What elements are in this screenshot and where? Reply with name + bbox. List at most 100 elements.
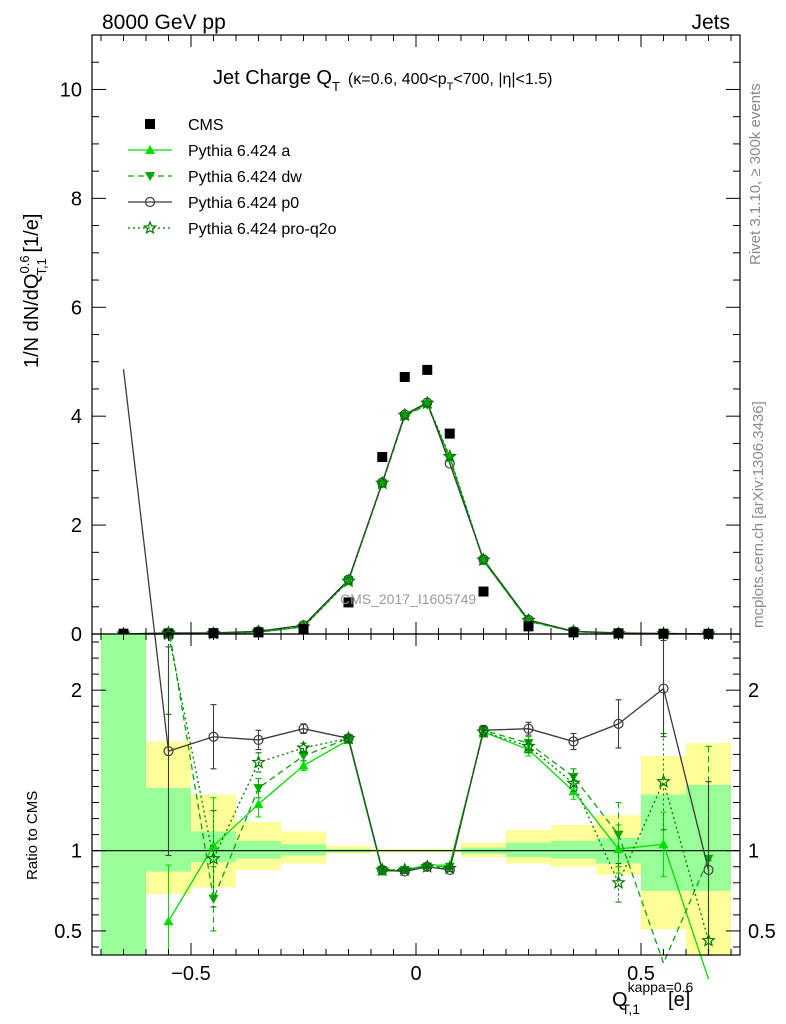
main-marker-s3-7 [397,407,413,422]
ratio-tick-label-left-2: 2 [71,680,82,702]
ratio-band-green-8 [506,842,551,858]
main-marker-s3-8 [419,395,435,410]
legend-label-2: Pythia 6.424 dw [188,169,302,186]
ratio-marker-s3-12 [566,775,581,790]
ratio-marker-s1-3 [253,784,264,794]
ratio-tick-label-right-0: 0.5 [748,921,776,943]
main-data-point-6 [377,452,388,463]
legend-label-1: Pythia 6.424 a [188,143,290,160]
chart-title: Jet Charge QT (κ=0.6, 400<pT<700, |η|<1.5… [213,67,552,94]
ratio-marker-s3-14 [656,774,671,788]
ratio-marker-s3-7 [397,862,413,877]
ratio-marker-s0-3 [253,799,264,809]
ratio-marker-s2-2 [208,731,219,742]
main-marker-s3-5 [341,573,356,588]
ratio-panel-series [122,369,716,980]
ratio-marker-s2-9 [444,864,455,876]
ratio-band-green-3 [236,841,281,859]
ratio-tick-label-left-1: 1 [71,841,82,863]
ratio-marker-s1-2 [208,894,219,904]
ratio-marker-s2-3 [253,734,264,746]
x-tick-label-2: 0.5 [627,963,655,985]
main-marker-s1-6 [377,479,388,489]
ratio-marker-s3-9 [442,860,458,875]
rivet-label: Rivet 3.1.10, ≥ 300k events [747,83,764,265]
main-panel-frame: 0 2 4 6 8 10 [60,34,741,646]
ratio-axis-label: Ratio to CMS [24,791,41,880]
main-data-point-9 [444,428,455,439]
ratio-tick-label-right-2: 2 [748,680,759,702]
main-marker-s3-10 [476,552,491,567]
ratio-band-green-0 [101,634,146,955]
y-axis-label: 1/N dN/dQ0.6 T,1 [1/e] [17,214,49,368]
ratio-marker-s3-8 [419,859,435,873]
ratio-marker-s3-11 [521,738,536,753]
legend-label-0: CMS [188,117,224,134]
main-data-point-7 [399,371,410,382]
y-tick-label-2: 4 [71,406,82,428]
ratio-marker-s2-13 [613,718,624,729]
y-tick-label-5: 10 [60,79,82,101]
ratio-marker-s0-14 [658,839,669,849]
ratio-uncertainty-bands [92,634,740,955]
ratio-marker-s0-13 [613,844,624,854]
ratio-marker-s2-4 [298,723,309,734]
main-marker-s1-5 [343,576,354,586]
ratio-tick-label-left-0: 0.5 [54,921,82,943]
x-axis-label: Qkappa=0.6 T,1 [e] [612,979,694,1017]
ratio-marker-s2-14 [658,683,669,694]
ratio-marker-s3-3 [251,754,266,769]
ratio-marker-s3-15 [701,932,716,947]
ratio-marker-s1-13 [613,830,624,840]
main-marker-s3-9 [442,448,458,463]
ratio-marker-s3-2 [206,851,221,865]
main-data-point-10 [478,586,489,597]
ratio-marker-s3-13 [611,875,626,889]
ratio-marker-s3-4 [296,740,311,755]
ratio-marker-s2-11 [523,723,534,734]
ratio-marker-s1-11 [523,739,534,749]
legend-marker-3 [144,196,156,208]
main-data-point-11 [523,621,534,632]
analysis-watermark: CMS_2017_I1605749 [340,591,476,607]
ratio-marker-s3-5 [341,730,356,745]
ratio-marker-s2-7 [399,866,410,877]
ratio-panel-frame: 0.5 0.5 1 1 2 2 −0.5 0 0.5 [54,633,776,985]
ratio-band-green-4 [281,844,326,856]
main-marker-s1-7 [399,412,410,422]
legend-marker-4 [142,220,158,235]
ratio-marker-s1-4 [298,751,309,761]
y-tick-label-1: 2 [71,515,82,537]
ratio-marker-s2-1 [163,746,174,757]
ratio-marker-s0-1 [163,916,174,926]
legend-marker-1 [145,145,155,154]
y-tick-label-3: 6 [71,297,82,319]
ratio-band-green-9 [551,841,596,859]
legend: CMS Pythia 6.424 a Pythia 6.424 dw Pythia 6… [128,117,337,238]
main-marker-s1-10 [478,556,489,566]
x-tick-label-1: 0 [410,963,421,985]
process-label: Jets [691,11,730,34]
legend-label-3: Pythia 6.424 p0 [188,195,299,212]
ratio-marker-s0-4 [298,760,309,770]
ratio-line-1 [167,625,710,965]
main-marker-s3-6 [374,475,390,490]
ratio-marker-s3-6 [374,862,390,877]
y-tick-label-4: 8 [71,188,82,210]
ratio-line-2 [122,369,710,873]
mcplots-label: mcplots.cern.ch [arXiv:1306.3436] [750,401,767,628]
x-tick-label-0: −0.5 [171,963,210,985]
legend-marker-2 [145,172,155,181]
legend-label-4: Pythia 6.424 pro-q2o [188,221,337,238]
y-tick-label-0: 0 [71,624,82,646]
ratio-line-3 [167,633,710,941]
main-data-point-8 [422,364,433,375]
ratio-marker-s0-2 [208,840,219,850]
ratio-marker-s2-12 [568,736,579,747]
main-data-point-5 [343,597,354,608]
ratio-tick-label-right-1: 1 [748,841,759,863]
legend-marker-0 [145,119,155,129]
ratio-marker-s3-10 [476,724,491,739]
energy-label: 8000 GeV pp [102,11,226,34]
